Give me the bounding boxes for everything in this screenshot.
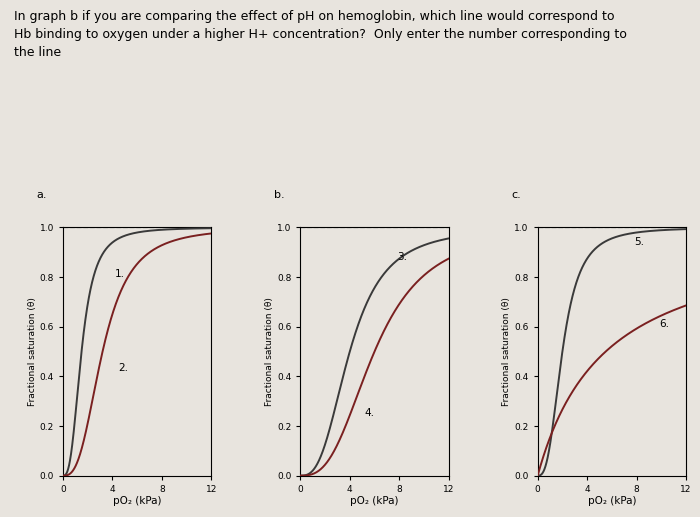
Text: a.: a. bbox=[36, 190, 47, 200]
X-axis label: pO₂ (kPa): pO₂ (kPa) bbox=[587, 496, 636, 507]
Y-axis label: Fractional saturation (θ): Fractional saturation (θ) bbox=[503, 297, 512, 406]
X-axis label: pO₂ (kPa): pO₂ (kPa) bbox=[113, 496, 162, 507]
Y-axis label: Fractional saturation (θ): Fractional saturation (θ) bbox=[28, 297, 37, 406]
Text: c.: c. bbox=[511, 190, 521, 200]
X-axis label: pO₂ (kPa): pO₂ (kPa) bbox=[350, 496, 399, 507]
Text: 2.: 2. bbox=[118, 363, 129, 373]
Text: 5.: 5. bbox=[634, 237, 644, 247]
Text: b.: b. bbox=[274, 190, 284, 200]
Text: 6.: 6. bbox=[659, 319, 668, 329]
Text: In graph b if you are comparing the effect of pH on hemoglobin, which line would: In graph b if you are comparing the effe… bbox=[14, 10, 627, 59]
Y-axis label: Fractional saturation (θ): Fractional saturation (θ) bbox=[265, 297, 274, 406]
Text: 1.: 1. bbox=[115, 269, 125, 279]
Text: 4.: 4. bbox=[365, 408, 374, 418]
Text: 3.: 3. bbox=[397, 252, 407, 262]
